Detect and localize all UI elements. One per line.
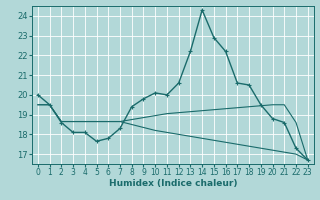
X-axis label: Humidex (Indice chaleur): Humidex (Indice chaleur) (108, 179, 237, 188)
